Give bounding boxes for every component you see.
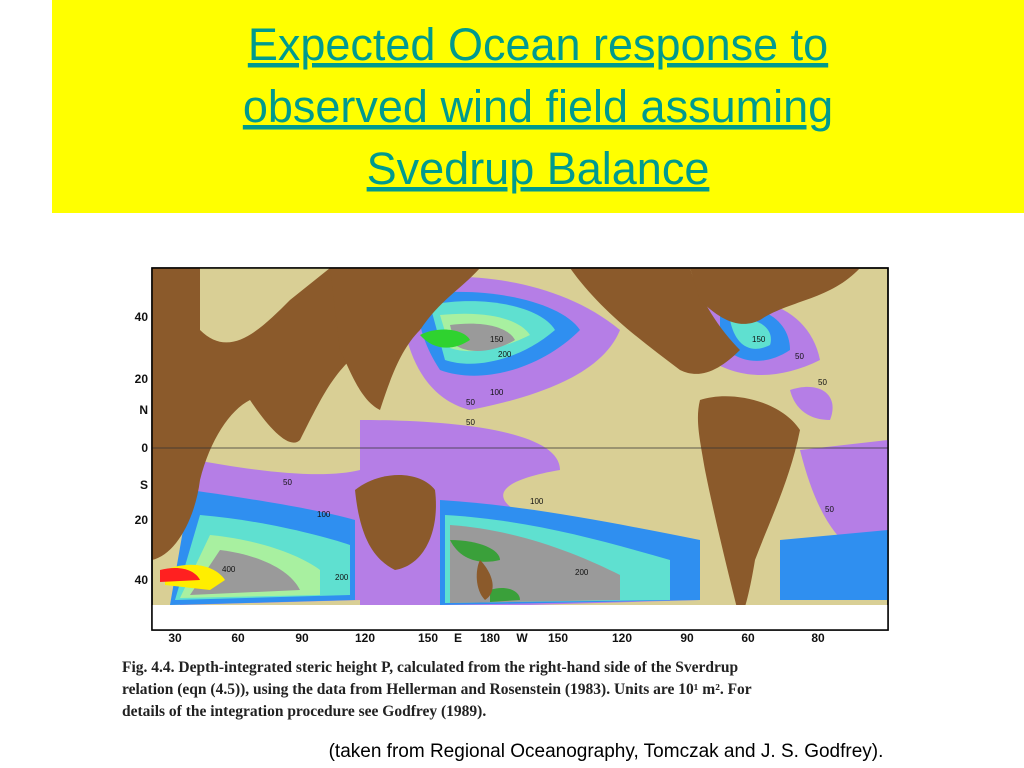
lon-label: 90 (295, 631, 309, 645)
lat-label: S (140, 478, 148, 492)
contour-label: 50 (283, 478, 292, 487)
contour-label: 50 (466, 398, 475, 407)
lon-label: 60 (741, 631, 755, 645)
contour-label: 100 (317, 510, 331, 519)
lon-label: 60 (231, 631, 245, 645)
lat-label: N (139, 403, 148, 417)
lat-label: 40 (135, 573, 149, 587)
caption-line: details of the integration procedure see… (122, 703, 486, 720)
contour-label: 100 (490, 388, 504, 397)
lat-label: 40 (135, 310, 149, 324)
contour-label: 50 (818, 378, 827, 387)
contour-label: 200 (498, 350, 512, 359)
lon-label: 120 (355, 631, 375, 645)
contour-label: 150 (752, 335, 766, 344)
lon-label: 80 (811, 631, 825, 645)
lon-label: W (516, 631, 528, 645)
lon-label: 90 (680, 631, 694, 645)
lon-label: 150 (418, 631, 438, 645)
contour-label: 50 (795, 352, 804, 361)
credit: (taken from Regional Oceanography, Tomcz… (329, 741, 884, 762)
title-line: Svedrup Balance (367, 143, 710, 194)
contour-label: 200 (575, 568, 589, 577)
contour-label: 200 (335, 573, 349, 582)
contour-label: 400 (222, 565, 236, 574)
lon-label: 30 (168, 631, 182, 645)
lat-label: 20 (135, 372, 149, 386)
title-line: Expected Ocean response to (248, 19, 828, 70)
caption-line: relation (eqn (4.5)), using the data fro… (122, 681, 752, 698)
contour-label: 50 (466, 418, 475, 427)
lat-label: 20 (135, 513, 149, 527)
title-line: observed wind field assuming (243, 81, 833, 132)
contour-label: 150 (490, 335, 504, 344)
caption-line: Fig. 4.4. Depth-integrated steric height… (122, 659, 738, 676)
lon-label: E (454, 631, 462, 645)
lon-label: 120 (612, 631, 632, 645)
lon-label: 180 (480, 631, 500, 645)
map (151, 267, 889, 631)
title-box (52, 0, 1024, 213)
lon-label: 150 (548, 631, 568, 645)
contour-label: 50 (825, 505, 834, 514)
contour-label: 100 (530, 497, 544, 506)
lat-label: 0 (141, 441, 148, 455)
